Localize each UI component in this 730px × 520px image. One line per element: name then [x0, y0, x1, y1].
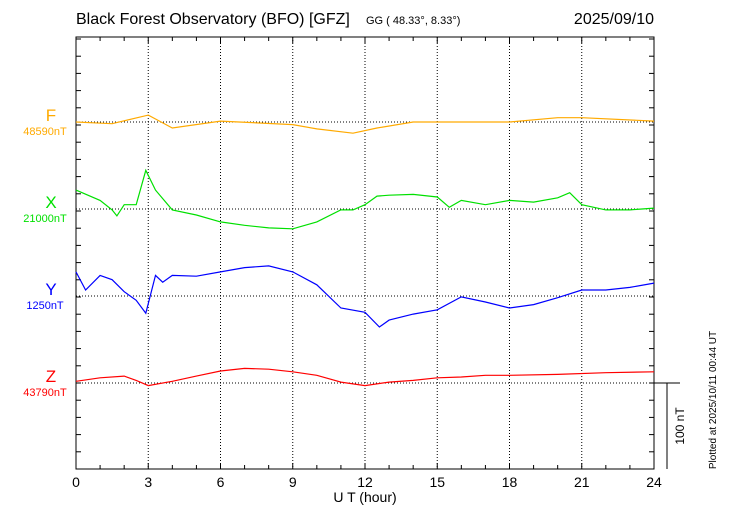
x-tick-label: 15 [429, 474, 445, 490]
x-tick-label: 21 [574, 474, 590, 490]
x-tick-label: 6 [217, 474, 225, 490]
chart-date: 2025/09/10 [574, 11, 654, 28]
x-tick-label: 0 [72, 474, 80, 490]
series-line-y [75, 265, 655, 328]
plotted-at: Plotted at 2025/10/11 00:44 UT [708, 331, 719, 469]
series-name-y: Y [45, 280, 56, 299]
series-baseline-z: 43790nT [23, 387, 67, 399]
axes: 0 3 6 9 12 15 18 21 24 [72, 36, 662, 490]
series-name-f: F [46, 106, 56, 125]
x-tick-label: 18 [502, 474, 518, 490]
series-lines [75, 114, 655, 387]
series-baseline-f: 48590nT [23, 126, 67, 138]
series-line-x [75, 168, 655, 230]
series-name-x: X [45, 193, 56, 212]
x-tick-label: 9 [289, 474, 297, 490]
series-line-z [75, 367, 655, 387]
series-baseline-y: 1250nT [26, 300, 64, 312]
x-tick-label: 3 [144, 474, 152, 490]
scale-label: 100 nT [673, 407, 687, 445]
x-tick-label: 24 [646, 474, 662, 490]
series-name-z: Z [46, 367, 56, 386]
x-tick-label: 12 [357, 474, 373, 490]
chart-title: Black Forest Observatory (BFO) [GFZ] [76, 11, 350, 28]
coords-label: GG ( 48.33°, 8.33°) [366, 15, 460, 27]
series-baseline-x: 21000nT [23, 213, 67, 225]
grid [76, 37, 654, 469]
series-line-f [75, 114, 655, 134]
x-axis-label: U T (hour) [333, 489, 396, 505]
